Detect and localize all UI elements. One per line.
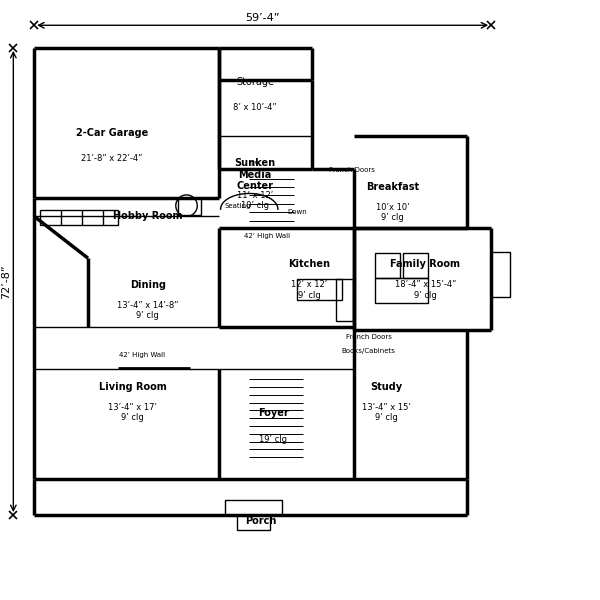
Text: Living Room: Living Room xyxy=(99,382,167,392)
Text: 13’-4” x 14’-8”
9’ clg: 13’-4” x 14’-8” 9’ clg xyxy=(117,301,178,320)
Text: 19’ clg: 19’ clg xyxy=(259,434,287,443)
Text: Seating: Seating xyxy=(224,203,251,209)
Text: 10’x 10’
9’ clg: 10’x 10’ 9’ clg xyxy=(376,203,409,222)
Bar xyxy=(374,278,428,303)
Text: 59’-4”: 59’-4” xyxy=(245,13,280,23)
Text: 21’-8” x 22’-4”: 21’-8” x 22’-4” xyxy=(81,154,143,163)
Text: Study: Study xyxy=(371,382,403,392)
Text: Storage: Storage xyxy=(236,77,274,87)
Text: 13’-4” x 15’
9’ clg: 13’-4” x 15’ 9’ clg xyxy=(362,403,411,422)
Text: Sunken
Media
Center: Sunken Media Center xyxy=(235,158,276,191)
Text: Dining: Dining xyxy=(130,280,166,290)
Text: Porch: Porch xyxy=(245,516,277,526)
Bar xyxy=(336,279,353,321)
Text: 12’ x 12’
9’ clg: 12’ x 12’ 9’ clg xyxy=(291,280,327,299)
Text: French Doors: French Doors xyxy=(329,167,375,173)
Text: 2-Car Garage: 2-Car Garage xyxy=(76,128,148,138)
Text: Family Room: Family Room xyxy=(391,259,460,269)
Text: Hobby Room: Hobby Room xyxy=(113,211,182,221)
Text: 72’-8”: 72’-8” xyxy=(1,264,11,299)
Bar xyxy=(178,198,202,215)
Bar xyxy=(491,252,510,297)
Text: French Doors: French Doors xyxy=(346,334,392,340)
Text: Breakfast: Breakfast xyxy=(366,182,419,191)
Text: T.V.: T.V. xyxy=(250,161,261,167)
Text: 8’ x 10’-4”: 8’ x 10’-4” xyxy=(233,103,277,112)
Text: 42’ High Wall: 42’ High Wall xyxy=(244,233,290,239)
Bar xyxy=(297,279,342,300)
Bar xyxy=(237,515,270,530)
Bar xyxy=(403,253,428,278)
Text: Down: Down xyxy=(287,209,307,215)
Text: Books/Cabinets: Books/Cabinets xyxy=(342,348,395,354)
Text: Foyer: Foyer xyxy=(258,409,289,418)
Text: 13’-4” x 17’
9’ clg: 13’-4” x 17’ 9’ clg xyxy=(108,403,157,422)
Text: 18’-4” x 15’-4”
9’ clg: 18’-4” x 15’-4” 9’ clg xyxy=(395,280,456,299)
Text: 11’ x 12’
10’ clg: 11’ x 12’ 10’ clg xyxy=(237,191,274,210)
Text: 42’ High Wall: 42’ High Wall xyxy=(119,352,165,358)
Bar xyxy=(374,253,400,278)
Bar xyxy=(226,500,282,515)
Text: Kitchen: Kitchen xyxy=(288,259,330,269)
Bar xyxy=(40,210,118,225)
